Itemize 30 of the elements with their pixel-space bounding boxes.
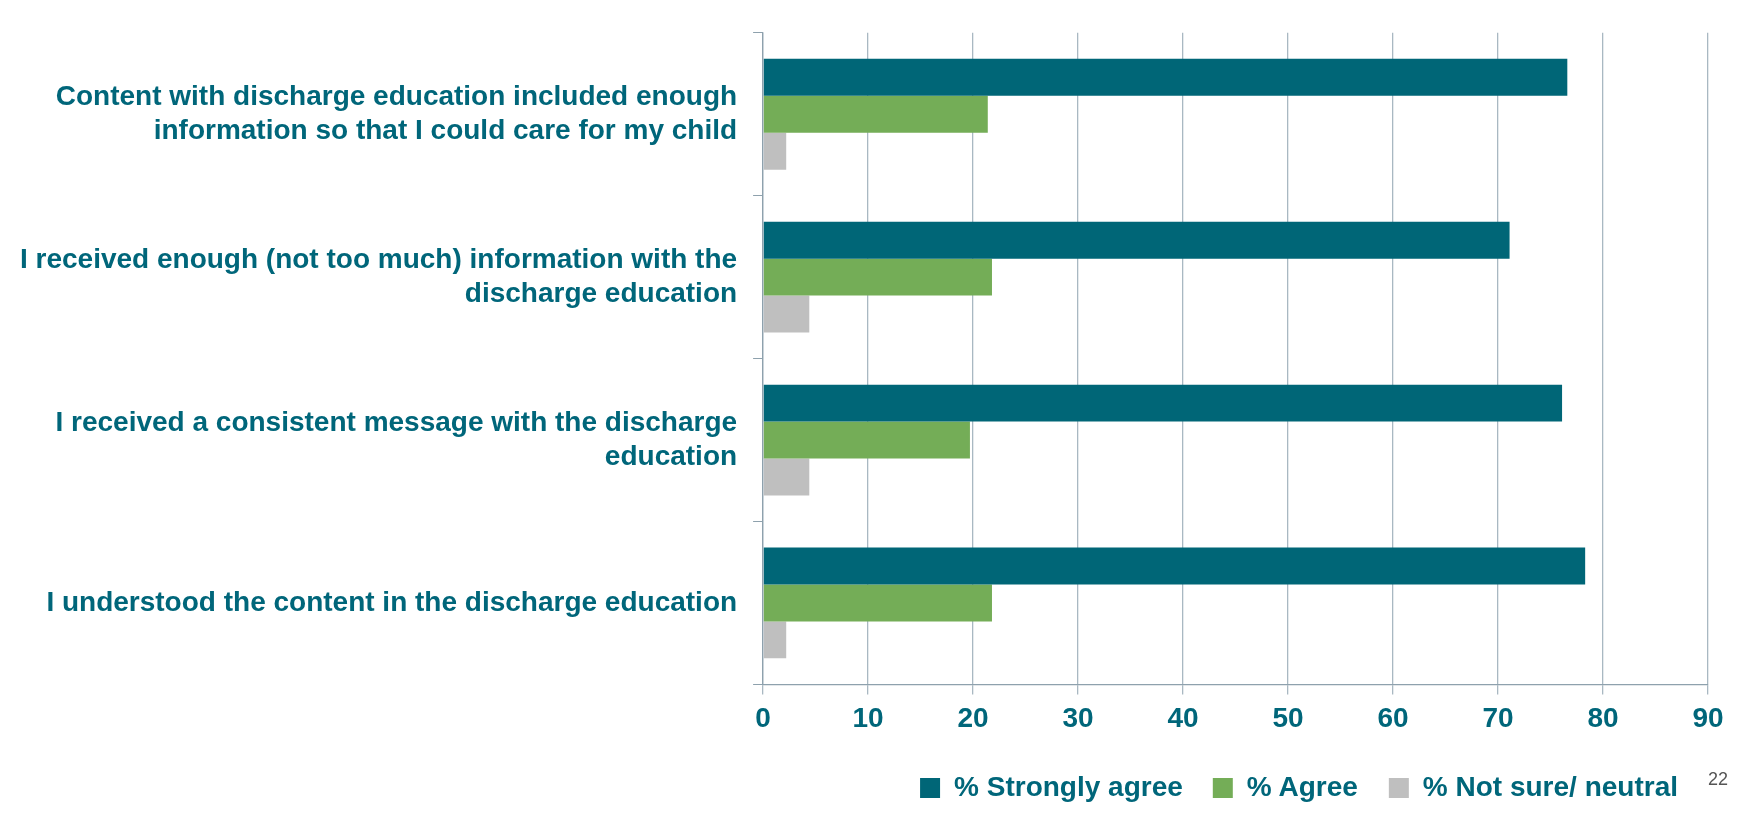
bar <box>763 584 992 622</box>
text: 22 <box>1707 769 1728 790</box>
x-tick-label: 30 <box>1062 701 1094 733</box>
x-tick-label: 0 <box>755 701 771 733</box>
bar <box>763 258 992 296</box>
y-tick-label: I received enough (not too much) information with the discharge education <box>19 243 738 308</box>
y-tick-label: I received a consistent message with the discharge education <box>55 405 738 471</box>
bar <box>763 58 1568 96</box>
x-tick-label: 40 <box>1167 701 1199 733</box>
x-tick-label: 80 <box>1587 701 1619 733</box>
bar <box>763 132 787 170</box>
x-tick-label: 60 <box>1377 701 1409 733</box>
y-tick-label: I understood the content in the discharge education <box>46 585 738 617</box>
x-tick-label: 50 <box>1272 701 1304 733</box>
bar <box>763 221 1510 259</box>
x-tick-label: 20 <box>957 701 989 733</box>
legend-label: % Strongly agree <box>954 770 1183 802</box>
bar <box>763 458 810 496</box>
bar <box>763 421 970 459</box>
bar <box>763 384 1563 422</box>
bar <box>763 295 810 333</box>
bar <box>763 547 1586 585</box>
bar <box>763 95 988 133</box>
x-tick-label: 10 <box>852 701 884 733</box>
bar <box>763 621 787 659</box>
x-tick-label: 90 <box>1692 701 1724 733</box>
x-tick-label: 70 <box>1482 701 1514 733</box>
y-tick-label: Content with discharge education included enough information so that I could care for my child <box>55 80 738 145</box>
legend-label: % Not sure/ neutral <box>1422 770 1679 802</box>
legend-label: % Agree <box>1246 770 1358 802</box>
